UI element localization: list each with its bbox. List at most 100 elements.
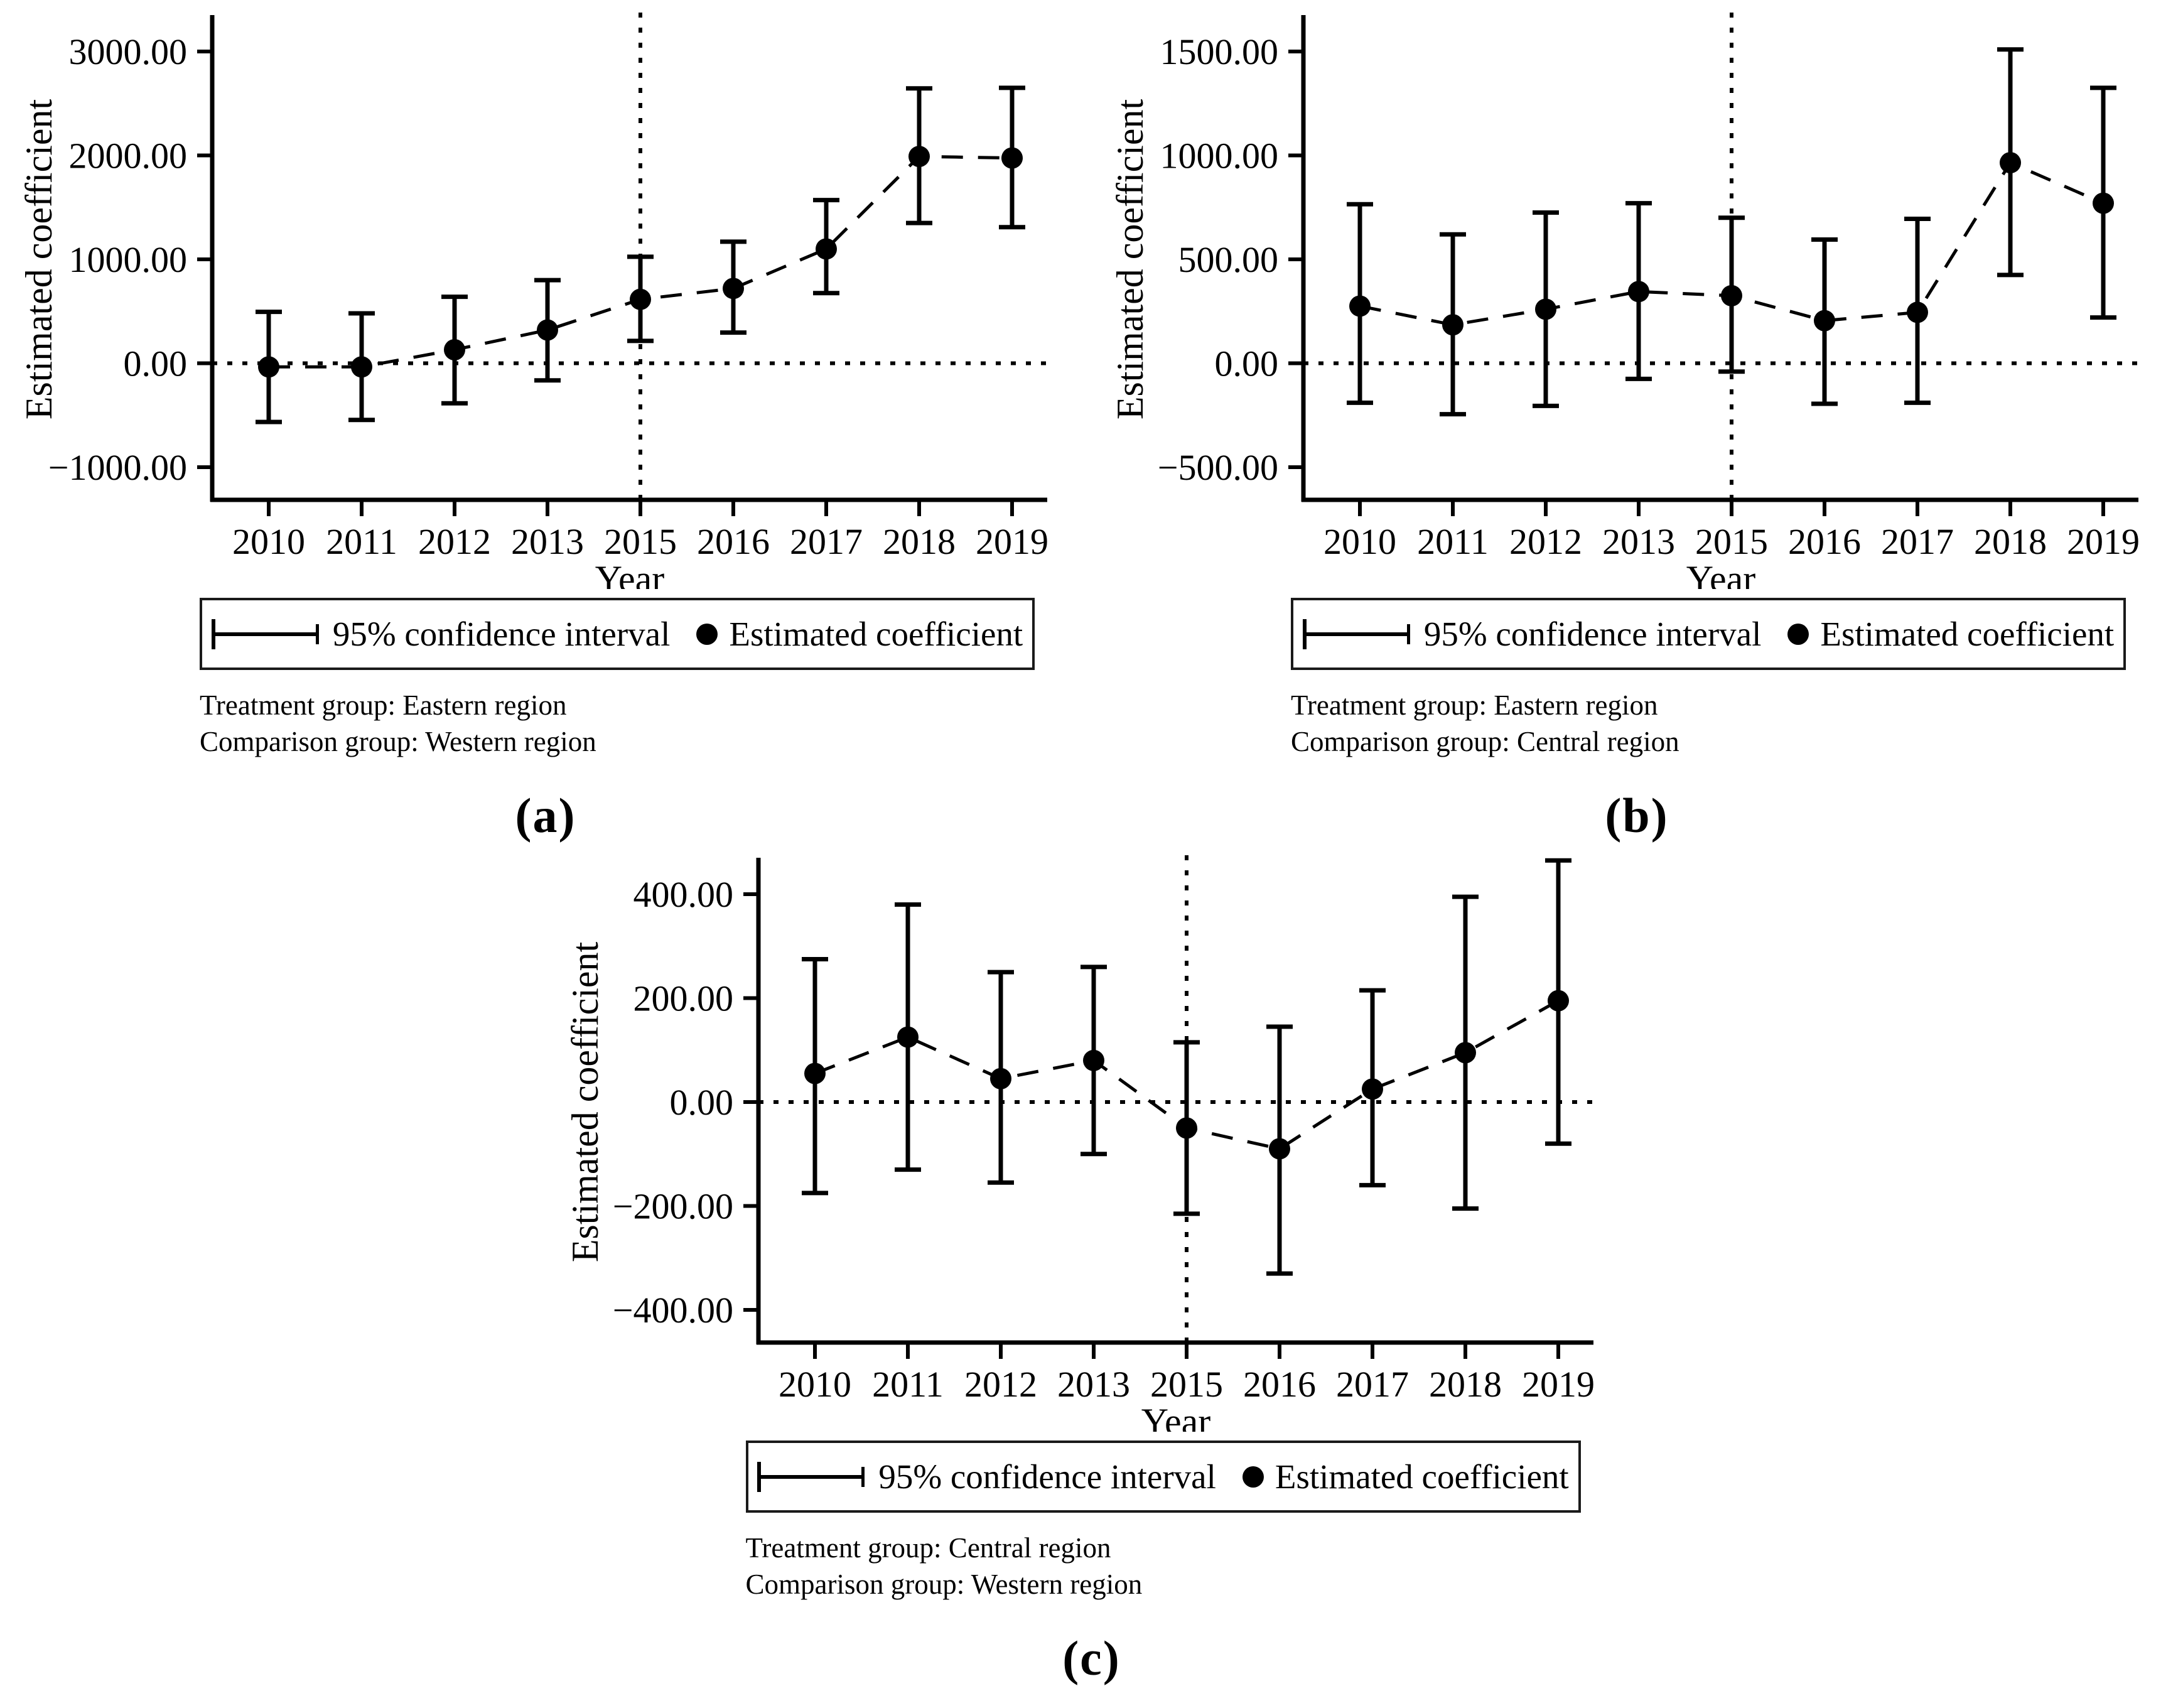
ci-bar-icon — [215, 632, 316, 636]
ci-error-bar — [987, 970, 1014, 1185]
x-axis-title: Year — [595, 558, 665, 589]
estimate-dot — [989, 1068, 1011, 1089]
estimate-dot — [1361, 1078, 1383, 1100]
x-tick-label: 2018 — [883, 521, 956, 562]
estimate-dot — [2000, 152, 2021, 174]
ci-error-bar — [1811, 237, 1838, 406]
x-tick-label: 2013 — [1602, 521, 1675, 562]
y-tick-label: 3000.00 — [69, 31, 188, 72]
y-tick-label: −500.00 — [1158, 447, 1278, 488]
y-tick-label: 1000.00 — [69, 239, 188, 280]
ci-cap-icon — [1302, 619, 1307, 649]
group-notes-a: Treatment group: Eastern region Comparis… — [200, 688, 1091, 760]
ci-error-bar — [1347, 202, 1373, 405]
y-tick-label: 1500.00 — [1160, 31, 1279, 72]
ci-error-bar — [1533, 210, 1559, 408]
ci-cap-icon — [861, 1466, 865, 1487]
x-axis-title: Year — [1141, 1401, 1210, 1432]
estimate-dot — [804, 1062, 826, 1084]
x-tick-label: 2019 — [2067, 521, 2140, 562]
ci-error-bar — [1904, 216, 1931, 405]
x-tick-label: 2017 — [790, 521, 863, 562]
ci-error-bar — [1718, 215, 1745, 374]
estimate-dot — [1175, 1117, 1197, 1139]
comparison-group-note: Comparison group: Western region — [745, 1568, 1143, 1600]
estimate-dot — [908, 146, 930, 168]
ci-error-bar — [1997, 47, 2024, 278]
treatment-group-note: Treatment group: Eastern region — [200, 689, 567, 721]
x-tick-label: 2011 — [1417, 521, 1489, 562]
ci-error-bar — [999, 85, 1025, 230]
ci-error-bar — [720, 239, 747, 335]
x-tick-label: 2016 — [697, 521, 770, 562]
legend-b: 95% confidence interval Estimated coeffi… — [1291, 598, 2126, 670]
estimate-dot-icon — [1787, 623, 1809, 645]
x-tick-label: 2010 — [1323, 521, 1396, 562]
x-axis-title: Year — [1686, 558, 1756, 589]
x-tick-label: 2011 — [872, 1364, 944, 1405]
estimate-dot — [1907, 301, 1928, 323]
legend-ci-label: 95% confidence interval — [1423, 615, 1762, 653]
x-tick-label: 2013 — [1057, 1364, 1130, 1405]
y-axis-title: Estimated coefficient — [18, 99, 60, 419]
estimate-dot — [630, 288, 651, 310]
ci-errorbar-icon — [211, 619, 319, 649]
estimate-dot — [723, 278, 744, 300]
comparison-group-note: Comparison group: Central region — [1291, 725, 1679, 757]
ci-error-bar — [534, 278, 561, 383]
ci-error-bar — [1544, 858, 1571, 1146]
estimate-dot — [1454, 1042, 1476, 1064]
ci-error-bar — [2090, 85, 2116, 320]
ci-error-bar — [256, 310, 282, 424]
ci-bar-icon — [761, 1474, 862, 1479]
y-axis-title: Estimated coefficient — [564, 942, 606, 1263]
ci-error-bar — [1080, 965, 1107, 1157]
ci-error-bar — [1266, 1024, 1293, 1276]
y-tick-label: 500.00 — [1178, 239, 1279, 280]
panel-label-c: (c) — [1062, 1631, 1121, 1686]
x-tick-label: 2012 — [964, 1364, 1037, 1405]
ci-error-bar — [1452, 894, 1479, 1211]
ci-error-bar — [1625, 201, 1652, 381]
x-tick-label: 2019 — [1522, 1364, 1595, 1405]
ci-error-bar — [1359, 988, 1386, 1188]
ci-error-bar — [1440, 232, 1466, 417]
x-tick-label: 2010 — [232, 521, 305, 562]
y-tick-label: 2000.00 — [69, 136, 188, 176]
estimate-dot — [258, 356, 279, 378]
estimate-dot — [1442, 314, 1463, 336]
estimate-dot-icon — [696, 623, 718, 645]
legend-c: 95% confidence interval Estimated coeffi… — [745, 1440, 1581, 1513]
y-tick-label: 0.00 — [669, 1082, 733, 1123]
ci-error-bar — [801, 957, 828, 1196]
x-tick-label: 2019 — [976, 521, 1048, 562]
ci-error-bar — [348, 311, 375, 423]
legend-a: 95% confidence interval Estimated coeffi… — [200, 598, 1035, 670]
estimate-dot — [816, 238, 837, 260]
estimate-dot — [1001, 147, 1023, 169]
ci-cap-icon — [211, 619, 215, 649]
legend-estimate-label: Estimated coefficient — [1820, 615, 2115, 653]
x-tick-label: 2015 — [1150, 1364, 1223, 1405]
panel-c: 400.00 200.00 0.00 −200.00 −400.00 2010 2011 20… — [546, 848, 1637, 1687]
coefficient-chart-a: 3000.00 2000.00 1000.00 0.00 −1000.00 2010 201… — [18, 13, 1048, 589]
estimate-dot — [1547, 990, 1569, 1012]
ci-errorbar-icon — [757, 1461, 865, 1492]
panel-b: 1500.00 1000.00 500.00 0.00 −500.00 2010 2011 2… — [1091, 5, 2182, 844]
estimate-dot — [1535, 298, 1556, 320]
estimate-dot — [1349, 295, 1371, 317]
y-tick-label: 200.00 — [633, 978, 733, 1019]
x-tick-label: 2015 — [1695, 521, 1768, 562]
y-tick-label: 0.00 — [1215, 343, 1279, 384]
x-tick-label: 2017 — [1881, 521, 1954, 562]
x-tick-label: 2012 — [1509, 521, 1582, 562]
ci-cap-icon — [1406, 624, 1410, 644]
legend-ci-label: 95% confidence interval — [332, 615, 671, 653]
x-tick-label: 2017 — [1336, 1364, 1409, 1405]
estimate-dot — [537, 319, 558, 341]
x-tick-label: 2016 — [1243, 1364, 1316, 1405]
y-tick-label: 0.00 — [124, 343, 188, 384]
legend-estimate-label: Estimated coefficient — [1275, 1457, 1569, 1496]
ci-cap-icon — [315, 624, 319, 644]
estimate-dot — [1721, 284, 1742, 306]
